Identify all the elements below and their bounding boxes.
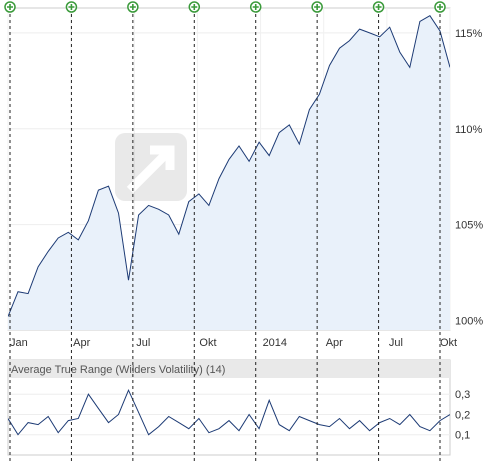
main-y-tick-label: 115% bbox=[455, 28, 483, 40]
x-tick-label: Jan bbox=[10, 337, 28, 349]
atr-series-line bbox=[8, 388, 450, 436]
atr-y-tick-label: 0,3 bbox=[455, 389, 470, 401]
x-tick-label: Okt bbox=[440, 337, 457, 349]
event-markers[interactable] bbox=[4, 1, 446, 461]
watermark-arrow-icon bbox=[126, 145, 175, 194]
event-marker-plus-icon[interactable] bbox=[127, 1, 139, 13]
main-y-tick-labels: 100% 105% 110% 115% bbox=[455, 28, 483, 327]
main-y-tick-label: 105% bbox=[455, 220, 483, 232]
main-y-tick-label: 110% bbox=[455, 124, 483, 136]
atr-grid bbox=[8, 393, 450, 436]
watermark bbox=[115, 133, 187, 201]
atr-y-tick-labels: 0,1 0,2 0,3 bbox=[455, 389, 470, 442]
atr-y-tick-label: 0,1 bbox=[455, 430, 470, 442]
event-marker-plus-icon[interactable] bbox=[65, 1, 78, 13]
main-area-fill bbox=[8, 15, 450, 330]
event-marker-plus-icon[interactable] bbox=[188, 1, 201, 13]
x-tick-label: Jul bbox=[136, 337, 150, 349]
atr-title: Average True Range (Wilders Volatility) … bbox=[11, 364, 225, 376]
event-marker-plus-icon[interactable] bbox=[372, 1, 385, 13]
event-marker-plus-icon[interactable] bbox=[4, 1, 16, 13]
event-marker-plus-icon[interactable] bbox=[434, 1, 446, 13]
x-tick-labels: Jan Apr Jul Okt 2014 Apr Jul Okt bbox=[10, 337, 457, 349]
x-tick-label: Jul bbox=[389, 337, 403, 349]
main-series-line bbox=[8, 15, 450, 317]
atr-header bbox=[8, 360, 450, 378]
atr-y-tick-label: 0,2 bbox=[455, 409, 470, 421]
event-marker-plus-icon[interactable] bbox=[249, 1, 262, 13]
x-tick-label: Apr bbox=[326, 337, 343, 349]
x-tick-label: Apr bbox=[73, 337, 90, 349]
x-tick-label: 2014 bbox=[263, 337, 287, 349]
x-tick-label: Okt bbox=[199, 337, 216, 349]
main-y-tick-label: 100% bbox=[455, 315, 483, 327]
event-marker-plus-icon[interactable] bbox=[311, 1, 323, 13]
